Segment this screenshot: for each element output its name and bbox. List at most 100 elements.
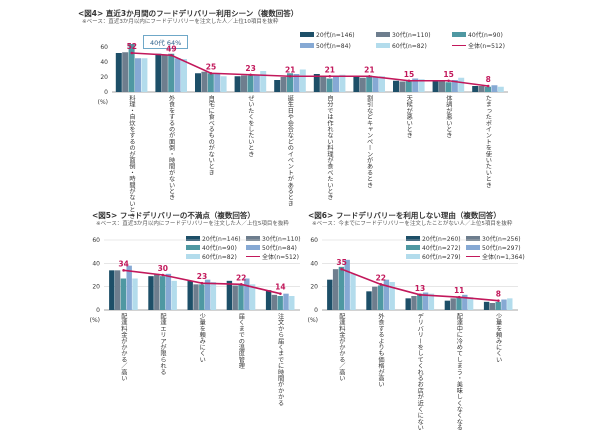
category-label: デリバリーをしてくれるお店が近くにない bbox=[416, 313, 424, 431]
total-point bbox=[209, 71, 213, 75]
total-data-label: 49 bbox=[166, 44, 176, 53]
total-line bbox=[131, 52, 489, 87]
category-label: 配達料金がかかる／高い bbox=[119, 313, 127, 382]
legend-label: 60代(n=82) bbox=[202, 254, 237, 261]
category-label: 少量を頼みにくい bbox=[198, 313, 206, 363]
bar bbox=[467, 297, 474, 310]
bar bbox=[210, 282, 217, 310]
legend-fig4: 20代(n=146) 30代(n=110) 40代(n=90) 50代(n=84… bbox=[300, 30, 530, 52]
total-data-label: 34 bbox=[118, 259, 128, 268]
legend-label: 50代(n=84) bbox=[262, 245, 297, 252]
legend-label: 30代(n=110) bbox=[392, 32, 431, 39]
legend-item: 50代(n=84) bbox=[246, 243, 297, 252]
total-point bbox=[379, 283, 383, 286]
legend-swatch bbox=[376, 32, 390, 37]
bar bbox=[126, 265, 132, 310]
total-point bbox=[368, 74, 371, 78]
bar bbox=[293, 74, 300, 92]
bar bbox=[389, 282, 395, 310]
bar bbox=[333, 77, 339, 92]
bar bbox=[274, 80, 281, 92]
bar bbox=[332, 269, 339, 310]
bar bbox=[377, 285, 384, 310]
y-unit-label: (%) bbox=[308, 317, 318, 324]
bar bbox=[241, 75, 247, 92]
bar bbox=[497, 86, 504, 92]
legend-item: 50代(n=84) bbox=[300, 41, 351, 50]
total-point bbox=[328, 74, 332, 78]
bar bbox=[456, 297, 462, 310]
bar bbox=[353, 77, 360, 92]
legend-item: 20代(n=260) bbox=[406, 234, 461, 243]
legend-label: 60代(n=82) bbox=[392, 43, 427, 50]
bar bbox=[289, 296, 295, 310]
bar bbox=[195, 73, 201, 92]
bar bbox=[277, 296, 283, 310]
total-point bbox=[447, 79, 450, 83]
bar bbox=[379, 76, 385, 92]
bar bbox=[232, 285, 238, 310]
total-point bbox=[130, 51, 134, 55]
legend-item: 全体(n=1,364) bbox=[466, 252, 525, 261]
chart-note: ※ベース：直近3か月以内にフードデリバリーを注文した人／上位10項目を抜粋 bbox=[82, 19, 279, 25]
legend-swatch bbox=[376, 43, 390, 48]
callout-fig4: 40代 64% bbox=[143, 35, 189, 49]
bar bbox=[128, 44, 135, 92]
bar bbox=[135, 58, 141, 92]
total-point bbox=[200, 281, 204, 285]
legend-item: 40代(n=272) bbox=[406, 243, 461, 252]
bar bbox=[320, 77, 327, 92]
bar bbox=[501, 299, 507, 310]
bar bbox=[247, 75, 254, 92]
total-point bbox=[288, 74, 292, 78]
legend-item: 30代(n=110) bbox=[246, 234, 301, 243]
legend-swatch bbox=[246, 236, 260, 241]
y-tick-label: 0 bbox=[104, 89, 108, 96]
bar bbox=[422, 292, 429, 310]
chart-title: <図5> フードデリバリーの不満点（複数回答） bbox=[92, 211, 255, 220]
legend-label: 全体(n=1,364) bbox=[482, 254, 525, 261]
total-data-label: 21 bbox=[285, 65, 295, 74]
category-label: 料理・自炊をするのが面倒・時間がないとき bbox=[128, 95, 135, 219]
bar bbox=[238, 284, 244, 310]
total-point bbox=[457, 295, 461, 299]
total-data-label: 13 bbox=[415, 284, 425, 293]
legend-swatch bbox=[466, 236, 480, 241]
bar bbox=[418, 79, 425, 92]
bar bbox=[372, 286, 378, 310]
bar bbox=[428, 293, 435, 310]
total-point bbox=[497, 299, 500, 302]
bar bbox=[439, 81, 445, 92]
legend-label: 20代(n=146) bbox=[202, 236, 241, 243]
legend-item: 20代(n=146) bbox=[186, 234, 241, 243]
total-point bbox=[239, 283, 243, 286]
legend-fig6: 20代(n=260) 30代(n=256) 40代(n=272) 50代(n=2… bbox=[406, 234, 526, 264]
total-data-label: 30 bbox=[158, 264, 168, 273]
bar bbox=[265, 290, 272, 310]
bar bbox=[491, 85, 498, 92]
legend-swatch bbox=[466, 245, 480, 250]
legend-label: 60代(n=279) bbox=[422, 254, 461, 261]
legend-line bbox=[452, 45, 466, 46]
category-label: たまったポイントを使いたいとき bbox=[484, 95, 492, 188]
bar bbox=[283, 293, 289, 310]
legend-swatch bbox=[406, 236, 420, 241]
bar bbox=[109, 270, 115, 310]
bar bbox=[405, 298, 411, 310]
total-data-label: 15 bbox=[404, 70, 414, 79]
legend-item: 40代(n=90) bbox=[452, 30, 503, 39]
bar bbox=[187, 280, 193, 310]
total-point bbox=[418, 293, 422, 297]
legend-item: 全体(n=512) bbox=[452, 41, 505, 50]
bar bbox=[207, 73, 214, 92]
bar bbox=[366, 291, 372, 310]
legend-swatch bbox=[186, 236, 200, 241]
total-point bbox=[279, 292, 282, 295]
bar bbox=[344, 259, 350, 310]
legend-swatch bbox=[246, 245, 260, 250]
y-tick-label: 20 bbox=[310, 284, 318, 291]
bar bbox=[244, 278, 250, 310]
legend-label: 40代(n=90) bbox=[468, 32, 503, 39]
legend-label: 全体(n=512) bbox=[468, 43, 505, 50]
chart-title: <図4> 直近3か月間のフードデリバリー利用シーン（複数回答） bbox=[78, 9, 299, 18]
